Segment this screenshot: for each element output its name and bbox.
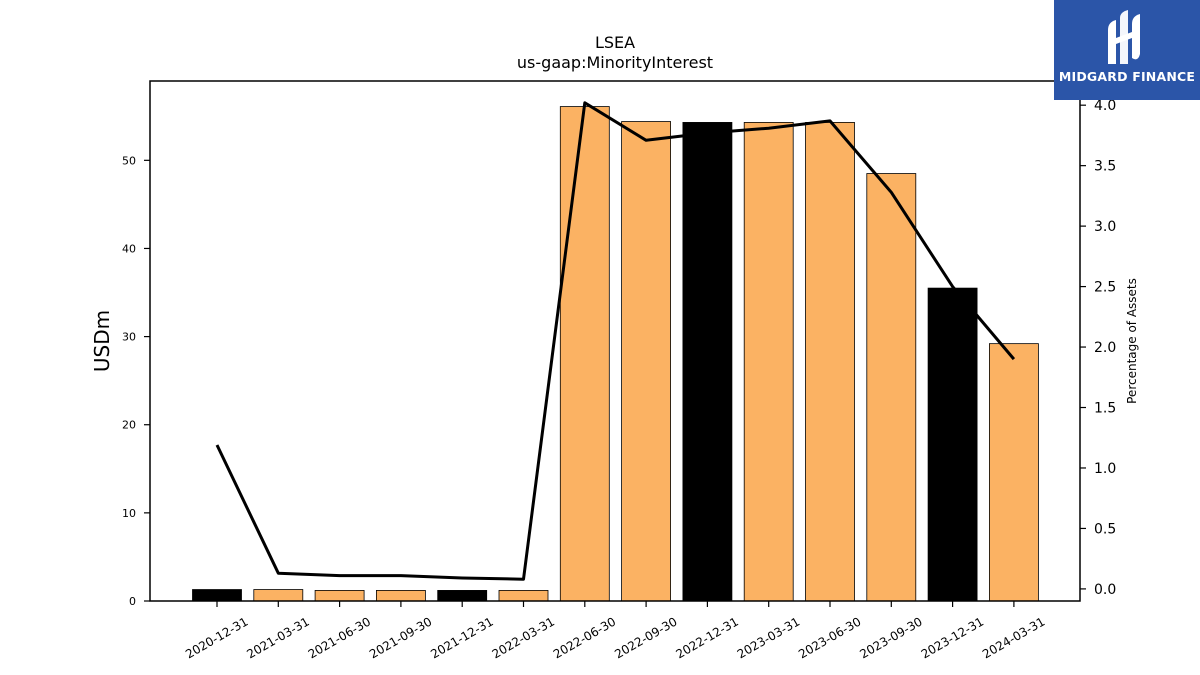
y2-tick-label: 2.0 xyxy=(1094,340,1116,356)
x-tick-label: 2022-09-30 xyxy=(612,614,679,661)
bar xyxy=(989,343,1039,602)
y-tick-label: 30 xyxy=(122,331,136,344)
bar xyxy=(192,589,242,602)
bar xyxy=(621,121,671,602)
chart-title: LSEA xyxy=(595,33,635,52)
brand-logo: MIDGARD FINANCE xyxy=(1054,0,1200,100)
x-tick-label: 2021-09-30 xyxy=(367,614,434,661)
x-tick-label: 2021-03-31 xyxy=(244,614,311,661)
y2-tick-label: 4.0 xyxy=(1094,98,1116,114)
bar xyxy=(437,590,488,602)
y2-tick-label: 0.5 xyxy=(1094,521,1116,537)
x-tick-label: 2022-12-31 xyxy=(673,614,740,661)
x-tick-label: 2022-06-30 xyxy=(551,614,618,661)
percentage-line xyxy=(215,101,1016,581)
bar xyxy=(253,589,304,602)
bar xyxy=(498,590,549,602)
y2-tick-label: 3.0 xyxy=(1094,219,1116,235)
bar xyxy=(375,590,426,602)
bar xyxy=(314,590,365,602)
brand-name: MIDGARD FINANCE xyxy=(1058,69,1196,84)
chart-subtitle: us-gaap:MinorityInterest xyxy=(517,53,713,72)
y-tick-label: 40 xyxy=(122,242,136,255)
x-axis: 2020-12-312021-03-312021-06-302021-09-30… xyxy=(183,601,1047,661)
y2-tick-label: 2.5 xyxy=(1094,280,1116,296)
y-tick-label: 20 xyxy=(122,419,136,432)
right-axis: 0.0 0.5 1.0 1.5 2.0 2.5 3.0 3.5 4.0 xyxy=(1080,98,1116,598)
x-tick-label: 2021-12-31 xyxy=(428,614,495,661)
x-tick-label: 2023-09-30 xyxy=(857,614,924,661)
left-axis: 0 10 20 30 40 50 xyxy=(122,154,150,608)
y-tick-label: 50 xyxy=(122,154,136,167)
bar xyxy=(927,287,978,602)
y2-tick-label: 1.5 xyxy=(1094,401,1116,417)
bar xyxy=(559,106,610,602)
y-tick-label: 0 xyxy=(129,595,136,608)
x-tick-label: 2023-03-31 xyxy=(735,614,802,661)
x-tick-label: 2024-03-31 xyxy=(980,614,1047,661)
bar-series xyxy=(192,106,1039,602)
x-tick-label: 2023-12-31 xyxy=(919,614,986,661)
bar xyxy=(682,122,733,602)
y-tick-label: 10 xyxy=(122,507,136,520)
x-tick-label: 2023-06-30 xyxy=(796,614,863,661)
y2-axis-label: Percentage of Assets xyxy=(1125,278,1139,404)
plot-frame xyxy=(149,80,1081,602)
y2-tick-label: 3.5 xyxy=(1094,159,1116,175)
line-series xyxy=(215,101,1016,581)
x-tick-label: 2020-12-31 xyxy=(183,614,250,661)
midgard-logo-icon xyxy=(1108,10,1140,64)
y-axis-label: USDm xyxy=(90,310,114,372)
y2-tick-label: 0.0 xyxy=(1094,582,1116,598)
y2-tick-label: 1.0 xyxy=(1094,461,1116,477)
x-tick-label: 2021-06-30 xyxy=(306,614,373,661)
bar xyxy=(805,122,855,602)
bar xyxy=(743,122,794,602)
x-tick-label: 2022-03-31 xyxy=(490,614,557,661)
bar xyxy=(866,173,917,602)
